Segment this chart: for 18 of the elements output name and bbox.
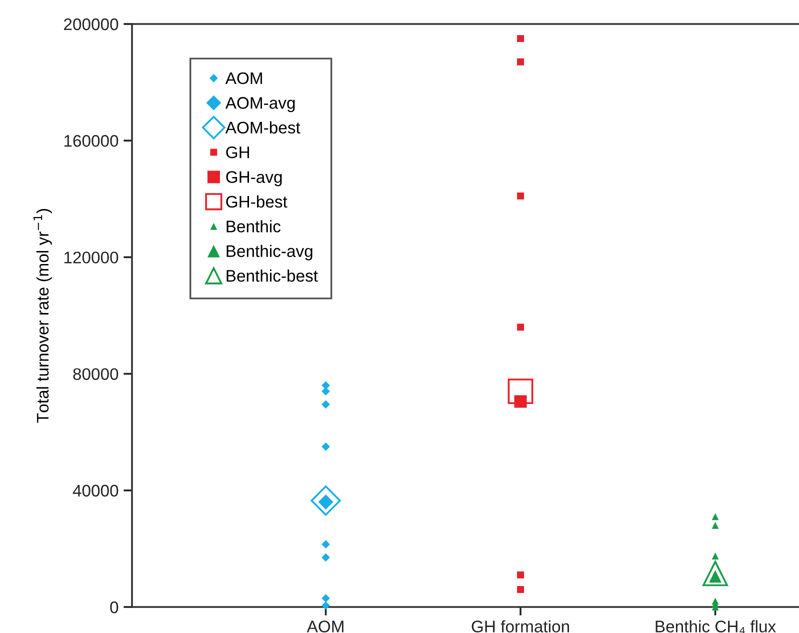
y-tick-label: 200000 <box>64 18 118 30</box>
legend-label: AOM-best <box>225 121 300 134</box>
legend-label: AOM-avg <box>225 97 295 112</box>
legend-label: Benthic-best <box>226 270 318 282</box>
legend-label: GH <box>226 146 249 158</box>
y-tick-label: 80000 <box>73 368 118 380</box>
y-tick-label: 120000 <box>64 252 118 264</box>
legend-label: GH-avg <box>226 171 282 186</box>
legend-label: AOM <box>225 72 262 84</box>
x-tick-label: AOM <box>306 620 344 632</box>
legend-label: GH-best <box>226 195 288 208</box>
legend-label: Benthic-avg <box>226 244 312 260</box>
x-tick-label: GH formation <box>472 620 569 632</box>
y-tick-label: 0 <box>110 601 118 614</box>
y-tick-label: 160000 <box>64 135 118 147</box>
y-tick-label: 40000 <box>72 484 118 497</box>
legend-label: Benthic <box>226 220 281 232</box>
y-axis-title: Total turnover rate (mol yr$^{−1}$) <box>34 209 52 423</box>
